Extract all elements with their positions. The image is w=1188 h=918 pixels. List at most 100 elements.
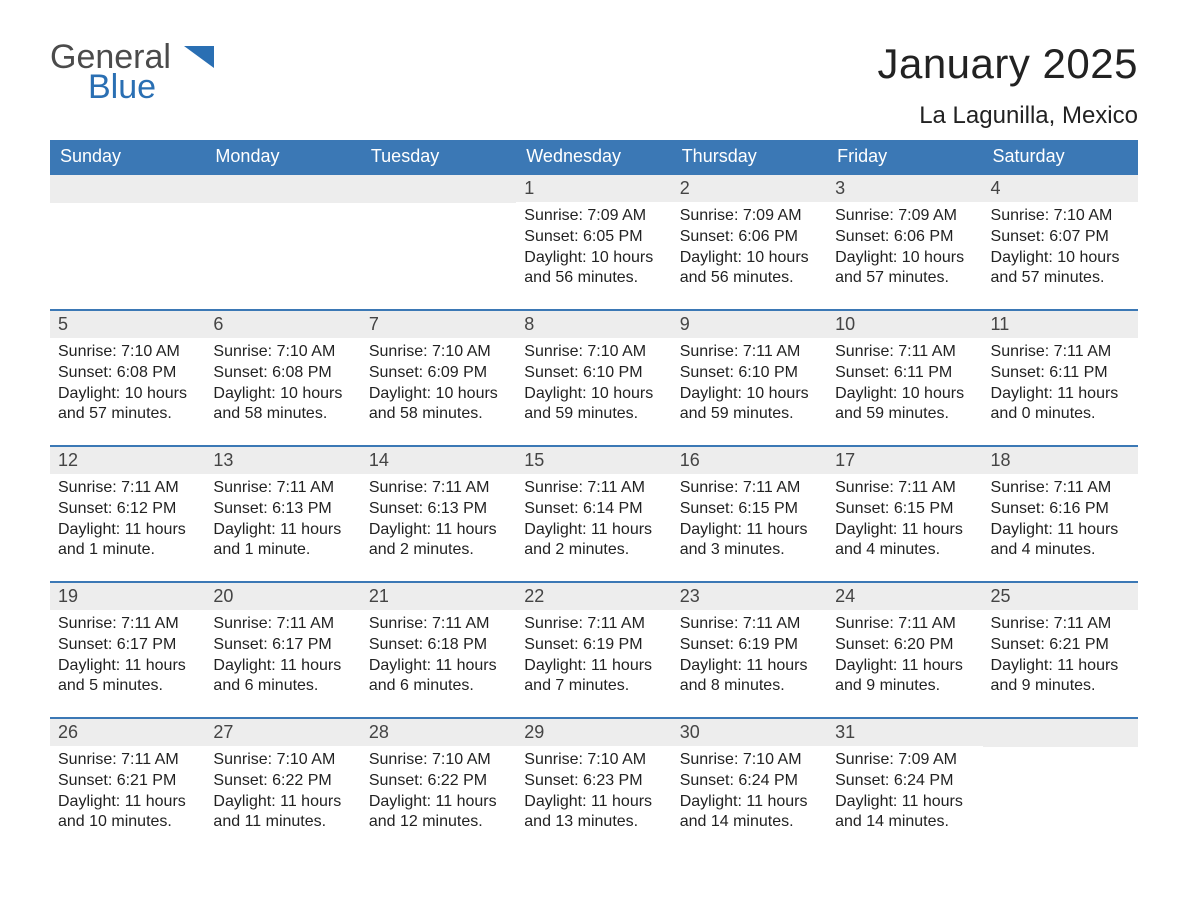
daylight-line1: Daylight: 11 hours: [835, 656, 974, 677]
day-number: 21: [361, 583, 516, 610]
day-cell: 23Sunrise: 7:11 AMSunset: 6:19 PMDayligh…: [672, 583, 827, 717]
day-cell: 16Sunrise: 7:11 AMSunset: 6:15 PMDayligh…: [672, 447, 827, 581]
day-body: Sunrise: 7:10 AMSunset: 6:23 PMDaylight:…: [516, 746, 671, 841]
sunset-text: Sunset: 6:10 PM: [524, 363, 663, 384]
daylight-line2: and 59 minutes.: [680, 404, 819, 425]
sunrise-text: Sunrise: 7:09 AM: [835, 750, 974, 771]
day-cell: 15Sunrise: 7:11 AMSunset: 6:14 PMDayligh…: [516, 447, 671, 581]
sunrise-text: Sunrise: 7:10 AM: [213, 750, 352, 771]
day-cell: [361, 175, 516, 309]
day-number: 26: [50, 719, 205, 746]
day-number: 14: [361, 447, 516, 474]
daylight-line2: and 57 minutes.: [58, 404, 197, 425]
day-cell: 20Sunrise: 7:11 AMSunset: 6:17 PMDayligh…: [205, 583, 360, 717]
sunrise-text: Sunrise: 7:10 AM: [680, 750, 819, 771]
weekday-header-cell: Friday: [827, 140, 982, 173]
day-body: Sunrise: 7:11 AMSunset: 6:19 PMDaylight:…: [516, 610, 671, 705]
sunrise-text: Sunrise: 7:11 AM: [213, 614, 352, 635]
day-cell: 18Sunrise: 7:11 AMSunset: 6:16 PMDayligh…: [983, 447, 1138, 581]
daylight-line2: and 11 minutes.: [213, 812, 352, 833]
sunrise-text: Sunrise: 7:11 AM: [58, 478, 197, 499]
day-cell: 2Sunrise: 7:09 AMSunset: 6:06 PMDaylight…: [672, 175, 827, 309]
daylight-line1: Daylight: 11 hours: [991, 384, 1130, 405]
day-body: Sunrise: 7:11 AMSunset: 6:13 PMDaylight:…: [205, 474, 360, 569]
day-cell: 13Sunrise: 7:11 AMSunset: 6:13 PMDayligh…: [205, 447, 360, 581]
day-cell: 21Sunrise: 7:11 AMSunset: 6:18 PMDayligh…: [361, 583, 516, 717]
week-row: 19Sunrise: 7:11 AMSunset: 6:17 PMDayligh…: [50, 581, 1138, 717]
day-number: [983, 719, 1138, 747]
daylight-line1: Daylight: 11 hours: [991, 656, 1130, 677]
day-cell: 28Sunrise: 7:10 AMSunset: 6:22 PMDayligh…: [361, 719, 516, 853]
day-number: 13: [205, 447, 360, 474]
daylight-line1: Daylight: 10 hours: [991, 248, 1130, 269]
day-cell: 6Sunrise: 7:10 AMSunset: 6:08 PMDaylight…: [205, 311, 360, 445]
day-cell: 9Sunrise: 7:11 AMSunset: 6:10 PMDaylight…: [672, 311, 827, 445]
day-number: 22: [516, 583, 671, 610]
sunset-text: Sunset: 6:14 PM: [524, 499, 663, 520]
daylight-line1: Daylight: 11 hours: [58, 792, 197, 813]
day-body: Sunrise: 7:10 AMSunset: 6:22 PMDaylight:…: [361, 746, 516, 841]
sunrise-text: Sunrise: 7:11 AM: [991, 614, 1130, 635]
day-number: [205, 175, 360, 203]
daylight-line1: Daylight: 11 hours: [680, 656, 819, 677]
day-number: 19: [50, 583, 205, 610]
sunrise-text: Sunrise: 7:10 AM: [524, 750, 663, 771]
day-number: 28: [361, 719, 516, 746]
day-cell: 11Sunrise: 7:11 AMSunset: 6:11 PMDayligh…: [983, 311, 1138, 445]
day-number: [50, 175, 205, 203]
day-number: 2: [672, 175, 827, 202]
daylight-line1: Daylight: 10 hours: [58, 384, 197, 405]
daylight-line1: Daylight: 11 hours: [213, 656, 352, 677]
weekday-header-cell: Tuesday: [361, 140, 516, 173]
weekday-header-cell: Thursday: [672, 140, 827, 173]
sunrise-text: Sunrise: 7:10 AM: [213, 342, 352, 363]
sunrise-text: Sunrise: 7:11 AM: [369, 478, 508, 499]
daylight-line1: Daylight: 10 hours: [680, 248, 819, 269]
day-number: 15: [516, 447, 671, 474]
day-cell: 10Sunrise: 7:11 AMSunset: 6:11 PMDayligh…: [827, 311, 982, 445]
day-body: Sunrise: 7:10 AMSunset: 6:07 PMDaylight:…: [983, 202, 1138, 297]
sunset-text: Sunset: 6:19 PM: [680, 635, 819, 656]
daylight-line1: Daylight: 11 hours: [369, 792, 508, 813]
daylight-line2: and 8 minutes.: [680, 676, 819, 697]
week-row: 1Sunrise: 7:09 AMSunset: 6:05 PMDaylight…: [50, 173, 1138, 309]
sunrise-text: Sunrise: 7:09 AM: [680, 206, 819, 227]
daylight-line2: and 59 minutes.: [835, 404, 974, 425]
day-body: Sunrise: 7:11 AMSunset: 6:18 PMDaylight:…: [361, 610, 516, 705]
day-number: 7: [361, 311, 516, 338]
daylight-line2: and 10 minutes.: [58, 812, 197, 833]
sunset-text: Sunset: 6:20 PM: [835, 635, 974, 656]
sunrise-text: Sunrise: 7:11 AM: [991, 342, 1130, 363]
daylight-line2: and 57 minutes.: [835, 268, 974, 289]
daylight-line2: and 7 minutes.: [524, 676, 663, 697]
day-number: 20: [205, 583, 360, 610]
day-cell: 5Sunrise: 7:10 AMSunset: 6:08 PMDaylight…: [50, 311, 205, 445]
sunset-text: Sunset: 6:08 PM: [213, 363, 352, 384]
weekday-header-cell: Sunday: [50, 140, 205, 173]
day-body: Sunrise: 7:11 AMSunset: 6:15 PMDaylight:…: [672, 474, 827, 569]
daylight-line2: and 14 minutes.: [680, 812, 819, 833]
day-cell: 22Sunrise: 7:11 AMSunset: 6:19 PMDayligh…: [516, 583, 671, 717]
daylight-line2: and 6 minutes.: [213, 676, 352, 697]
daylight-line2: and 56 minutes.: [524, 268, 663, 289]
daylight-line1: Daylight: 10 hours: [835, 248, 974, 269]
daylight-line2: and 12 minutes.: [369, 812, 508, 833]
day-body: Sunrise: 7:11 AMSunset: 6:11 PMDaylight:…: [827, 338, 982, 433]
day-body: Sunrise: 7:11 AMSunset: 6:11 PMDaylight:…: [983, 338, 1138, 433]
daylight-line2: and 58 minutes.: [213, 404, 352, 425]
sunset-text: Sunset: 6:24 PM: [835, 771, 974, 792]
sunset-text: Sunset: 6:24 PM: [680, 771, 819, 792]
sunset-text: Sunset: 6:13 PM: [213, 499, 352, 520]
day-number: 25: [983, 583, 1138, 610]
day-body: Sunrise: 7:11 AMSunset: 6:15 PMDaylight:…: [827, 474, 982, 569]
sunset-text: Sunset: 6:11 PM: [991, 363, 1130, 384]
day-number: 23: [672, 583, 827, 610]
daylight-line2: and 58 minutes.: [369, 404, 508, 425]
sunset-text: Sunset: 6:07 PM: [991, 227, 1130, 248]
daylight-line1: Daylight: 11 hours: [213, 792, 352, 813]
sunset-text: Sunset: 6:11 PM: [835, 363, 974, 384]
sunrise-text: Sunrise: 7:11 AM: [835, 342, 974, 363]
daylight-line2: and 56 minutes.: [680, 268, 819, 289]
day-body: Sunrise: 7:11 AMSunset: 6:10 PMDaylight:…: [672, 338, 827, 433]
weekday-header-cell: Saturday: [983, 140, 1138, 173]
